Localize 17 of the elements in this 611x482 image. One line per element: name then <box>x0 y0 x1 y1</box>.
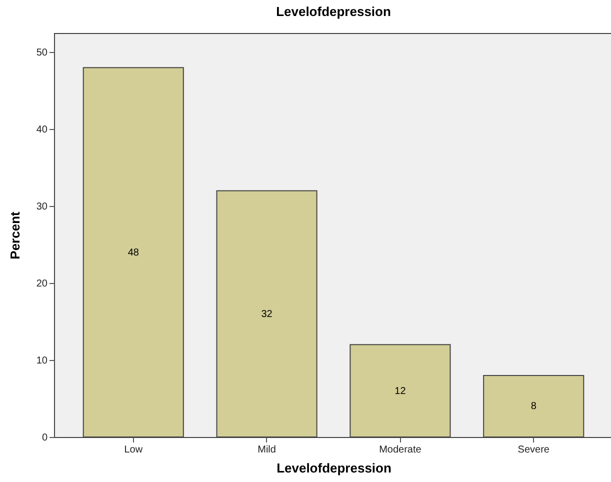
data-label: 12 <box>394 386 406 397</box>
y-tick-label: 0 <box>42 432 48 444</box>
x-tick-label: Moderate <box>379 444 422 456</box>
y-tick-label: 10 <box>36 356 48 367</box>
y-tick-label: 40 <box>36 124 48 136</box>
y-tick-label: 30 <box>36 202 48 213</box>
x-tick-label: Severe <box>518 444 550 456</box>
y-axis-title: Percent <box>7 210 22 260</box>
x-tick-label: Mild <box>258 444 276 456</box>
y-tick-label: 20 <box>36 278 48 290</box>
data-label: 8 <box>530 401 537 412</box>
chart-title: Levelofdepression <box>276 4 391 19</box>
data-label: 48 <box>128 247 140 258</box>
x-axis-title: Levelofdepression <box>276 460 392 476</box>
data-label: 32 <box>261 308 273 320</box>
y-tick-label: 50 <box>36 48 48 59</box>
x-tick-label: Low <box>124 444 144 456</box>
